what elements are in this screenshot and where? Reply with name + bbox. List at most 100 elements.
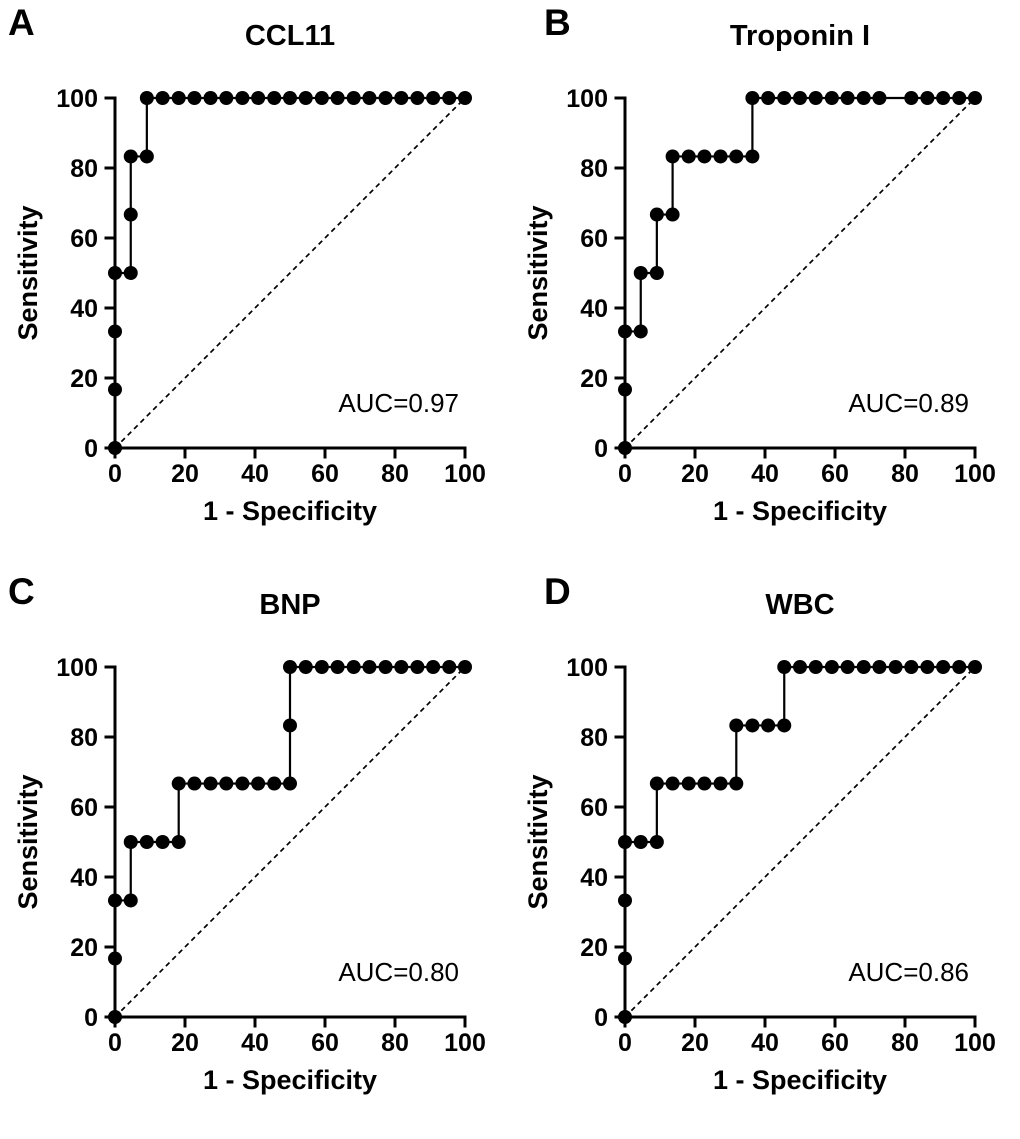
roc-point [442, 660, 457, 674]
roc-point [618, 324, 632, 339]
roc-point [219, 91, 234, 105]
roc-points [108, 660, 472, 1024]
roc-point [426, 660, 441, 674]
tick-labels: 0 20 40 60 80 100 0 20 40 60 80 100 [56, 654, 486, 1057]
roc-point [123, 207, 138, 222]
x-tick-label: 100 [444, 1029, 486, 1057]
roc-point [649, 776, 664, 791]
x-tick-label: 60 [311, 460, 339, 488]
x-tick-label: 100 [444, 460, 486, 488]
roc-point [346, 91, 361, 105]
roc-panel-a: A CCL11 0 20 40 60 80 100 0 20 40 60 80 100 1 - Spec… [0, 0, 510, 569]
roc-point [856, 660, 871, 674]
y-tick-label: 0 [594, 1004, 608, 1032]
roc-point [458, 91, 472, 105]
roc-point [729, 149, 744, 164]
x-tick-label: 20 [681, 1029, 709, 1057]
x-axis-title: 1 - Specificity [713, 496, 887, 526]
roc-point [840, 91, 855, 105]
roc-point [330, 660, 345, 674]
y-tick-label: 40 [70, 295, 98, 323]
x-tick-label: 100 [954, 1029, 996, 1057]
y-tick-label: 100 [566, 85, 608, 113]
roc-plot-bnp: 0 20 40 60 80 100 0 20 40 60 80 100 1 - Specificity S… [13, 654, 486, 1095]
roc-point [378, 660, 393, 674]
roc-point [904, 91, 919, 105]
roc-point [777, 718, 792, 733]
y-tick-label: 80 [580, 724, 608, 752]
roc-point [761, 91, 776, 105]
diagonal-reference-line [114, 666, 466, 1018]
roc-point [283, 776, 297, 791]
roc-point [251, 776, 266, 791]
x-tick-label: 20 [171, 460, 199, 488]
roc-point [872, 660, 887, 674]
roc-point [283, 718, 297, 733]
roc-point [298, 91, 313, 105]
roc-point [745, 149, 760, 164]
roc-point [633, 835, 648, 849]
roc-point [108, 441, 122, 455]
x-tick-label: 40 [241, 1029, 269, 1057]
y-tick-label: 100 [56, 85, 98, 113]
y-axis-title: Sensitivity [523, 774, 553, 909]
y-tick-label: 60 [70, 225, 98, 253]
roc-point [761, 718, 776, 733]
roc-point [618, 835, 632, 849]
roc-point [649, 835, 664, 849]
roc-point [346, 660, 361, 674]
panel-label-c: C [8, 571, 35, 612]
y-tick-label: 20 [70, 934, 98, 962]
x-tick-label: 100 [954, 460, 996, 488]
roc-point [108, 1010, 122, 1024]
roc-point [777, 91, 792, 105]
y-tick-label: 40 [70, 864, 98, 892]
y-tick-label: 0 [84, 1004, 98, 1032]
roc-point [298, 660, 313, 674]
y-tick-label: 100 [566, 654, 608, 682]
roc-point [968, 660, 982, 674]
roc-point [808, 91, 823, 105]
roc-point [251, 91, 266, 105]
chart-title-troponin-i: Troponin I [729, 20, 871, 52]
roc-point [952, 660, 967, 674]
y-tick-label: 100 [56, 654, 98, 682]
panel-label-a: A [8, 2, 35, 43]
y-tick-label: 0 [84, 435, 98, 463]
y-axis-title: Sensitivity [13, 205, 43, 340]
roc-point [203, 776, 218, 791]
roc-point [426, 91, 441, 105]
roc-point [936, 91, 951, 105]
roc-point [108, 951, 122, 966]
x-tick-label: 60 [311, 1029, 339, 1057]
roc-point [888, 660, 903, 674]
roc-point [123, 835, 138, 849]
panel-label-d: D [544, 571, 571, 612]
roc-point [283, 91, 297, 105]
tick-labels: 0 20 40 60 80 100 0 20 40 60 80 100 [566, 654, 996, 1057]
y-axis-title: Sensitivity [523, 205, 553, 340]
y-tick-label: 20 [70, 365, 98, 393]
roc-point [633, 324, 648, 339]
x-tick-label: 60 [821, 460, 849, 488]
roc-point [267, 91, 282, 105]
roc-point [665, 149, 680, 164]
roc-point [777, 660, 792, 674]
y-tick-label: 0 [594, 435, 608, 463]
x-tick-label: 40 [751, 1029, 779, 1057]
roc-curve [623, 96, 975, 448]
roc-point [235, 91, 250, 105]
panel-label-b: B [544, 2, 571, 43]
roc-point [139, 149, 154, 164]
y-tick-label: 20 [580, 365, 608, 393]
x-tick-label: 80 [381, 460, 409, 488]
x-axis-title: 1 - Specificity [713, 1065, 887, 1095]
roc-point [187, 91, 202, 105]
x-tick-label: 60 [821, 1029, 849, 1057]
roc-point [856, 91, 871, 105]
roc-point [729, 718, 744, 733]
roc-point [872, 91, 887, 105]
x-tick-label: 40 [751, 460, 779, 488]
y-tick-label: 80 [70, 155, 98, 183]
